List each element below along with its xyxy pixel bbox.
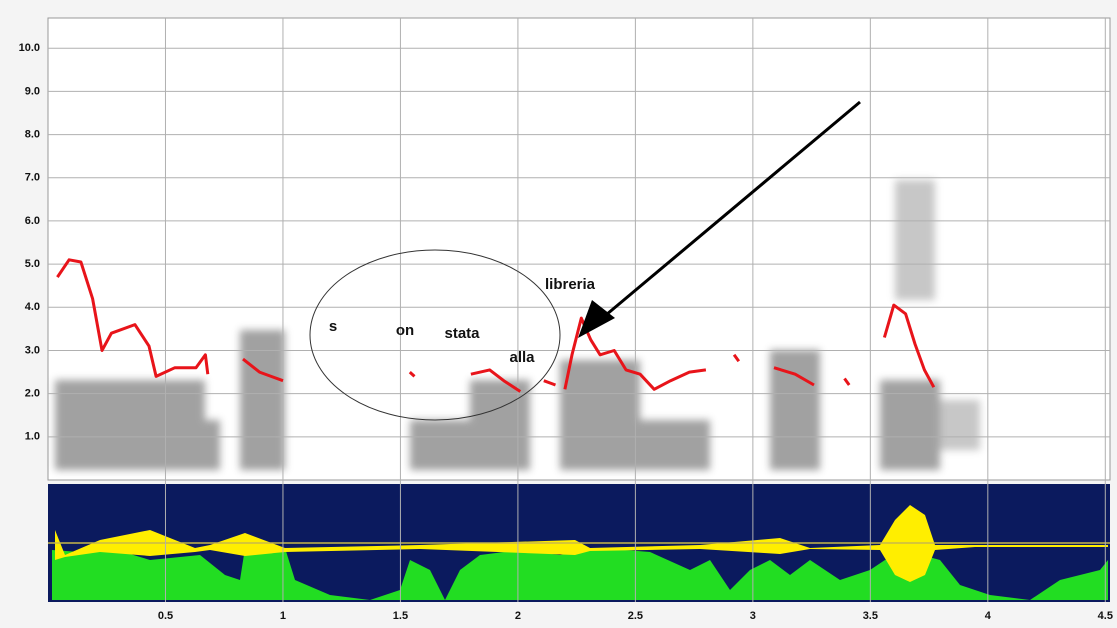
y-tick-label: 7.0 xyxy=(25,172,40,184)
highlight-ellipse xyxy=(309,249,561,421)
x-tick-label: 1.5 xyxy=(393,610,408,622)
annotations: s on stata alla libreria xyxy=(329,276,596,366)
x-tick-label: 4.5 xyxy=(1098,610,1113,622)
arrow-shaft xyxy=(599,100,861,322)
y-tick-label: 8.0 xyxy=(25,128,40,140)
x-tick-label: 3 xyxy=(750,610,756,622)
x-tick-label: 4 xyxy=(985,610,992,622)
x-tick-label: 2 xyxy=(515,610,521,622)
y-tick-label: 2.0 xyxy=(25,388,40,400)
annotation: stata xyxy=(444,325,480,342)
y-tick-label: 3.0 xyxy=(25,344,40,356)
annotation: alla xyxy=(509,349,535,366)
spectrogram-texture xyxy=(55,180,980,470)
arrow-head xyxy=(578,300,615,338)
y-tick-label: 9.0 xyxy=(25,85,40,97)
y-tick-label: 1.0 xyxy=(25,431,40,443)
x-tick-label: 2.5 xyxy=(628,610,643,622)
y-tick-label: 4.0 xyxy=(25,301,40,313)
pitch-contour xyxy=(56,258,936,393)
y-tick-label: 10.0 xyxy=(19,42,40,54)
x-tick-label: 1 xyxy=(280,610,286,622)
y-tick-label: 6.0 xyxy=(25,215,40,227)
annotation: libreria xyxy=(545,276,596,293)
energy-envelope xyxy=(52,548,1108,600)
y-tick-label: 5.0 xyxy=(25,258,40,270)
x-tick-label: 3.5 xyxy=(863,610,878,622)
x-tick-label: 0.5 xyxy=(158,610,173,622)
pitch-line xyxy=(56,258,936,393)
grid xyxy=(48,18,1110,602)
annotation: on xyxy=(396,322,414,339)
annotation: s xyxy=(329,318,337,335)
